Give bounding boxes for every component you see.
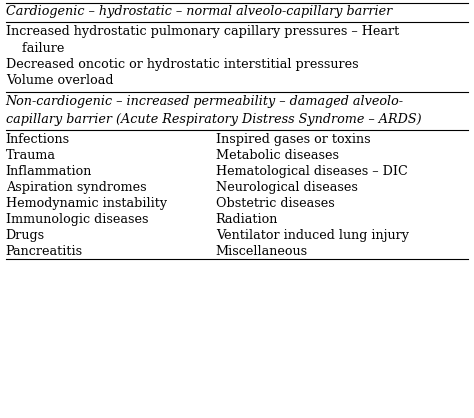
Text: Hemodynamic instability: Hemodynamic instability xyxy=(6,197,167,210)
Text: Pancreatitis: Pancreatitis xyxy=(6,245,83,258)
Text: Aspiration syndromes: Aspiration syndromes xyxy=(6,181,146,194)
Text: Volume overload: Volume overload xyxy=(6,74,113,87)
Text: Radiation: Radiation xyxy=(216,213,278,226)
Text: Obstetric diseases: Obstetric diseases xyxy=(216,197,335,210)
Text: Neurological diseases: Neurological diseases xyxy=(216,181,357,194)
Text: Inflammation: Inflammation xyxy=(6,165,92,178)
Text: Metabolic diseases: Metabolic diseases xyxy=(216,149,338,162)
Text: capillary barrier (Acute Respiratory Distress Syndrome – ARDS): capillary barrier (Acute Respiratory Dis… xyxy=(6,113,421,126)
Text: Trauma: Trauma xyxy=(6,149,55,162)
Text: Infections: Infections xyxy=(6,133,70,146)
Text: Cardiogenic – hydrostatic – normal alveolo-capillary barrier: Cardiogenic – hydrostatic – normal alveo… xyxy=(6,5,392,18)
Text: Immunologic diseases: Immunologic diseases xyxy=(6,213,148,226)
Text: Increased hydrostatic pulmonary capillary pressures – Heart: Increased hydrostatic pulmonary capillar… xyxy=(6,25,399,38)
Text: Drugs: Drugs xyxy=(6,229,45,242)
Text: Non-cardiogenic – increased permeability – damaged alveolo-: Non-cardiogenic – increased permeability… xyxy=(6,95,404,108)
Text: Ventilator induced lung injury: Ventilator induced lung injury xyxy=(216,229,409,242)
Text: failure: failure xyxy=(6,41,64,54)
Text: Miscellaneous: Miscellaneous xyxy=(216,245,308,258)
Text: Inspired gases or toxins: Inspired gases or toxins xyxy=(216,133,370,146)
Text: Decreased oncotic or hydrostatic interstitial pressures: Decreased oncotic or hydrostatic interst… xyxy=(6,58,358,71)
Text: Hematological diseases – DIC: Hematological diseases – DIC xyxy=(216,165,408,178)
